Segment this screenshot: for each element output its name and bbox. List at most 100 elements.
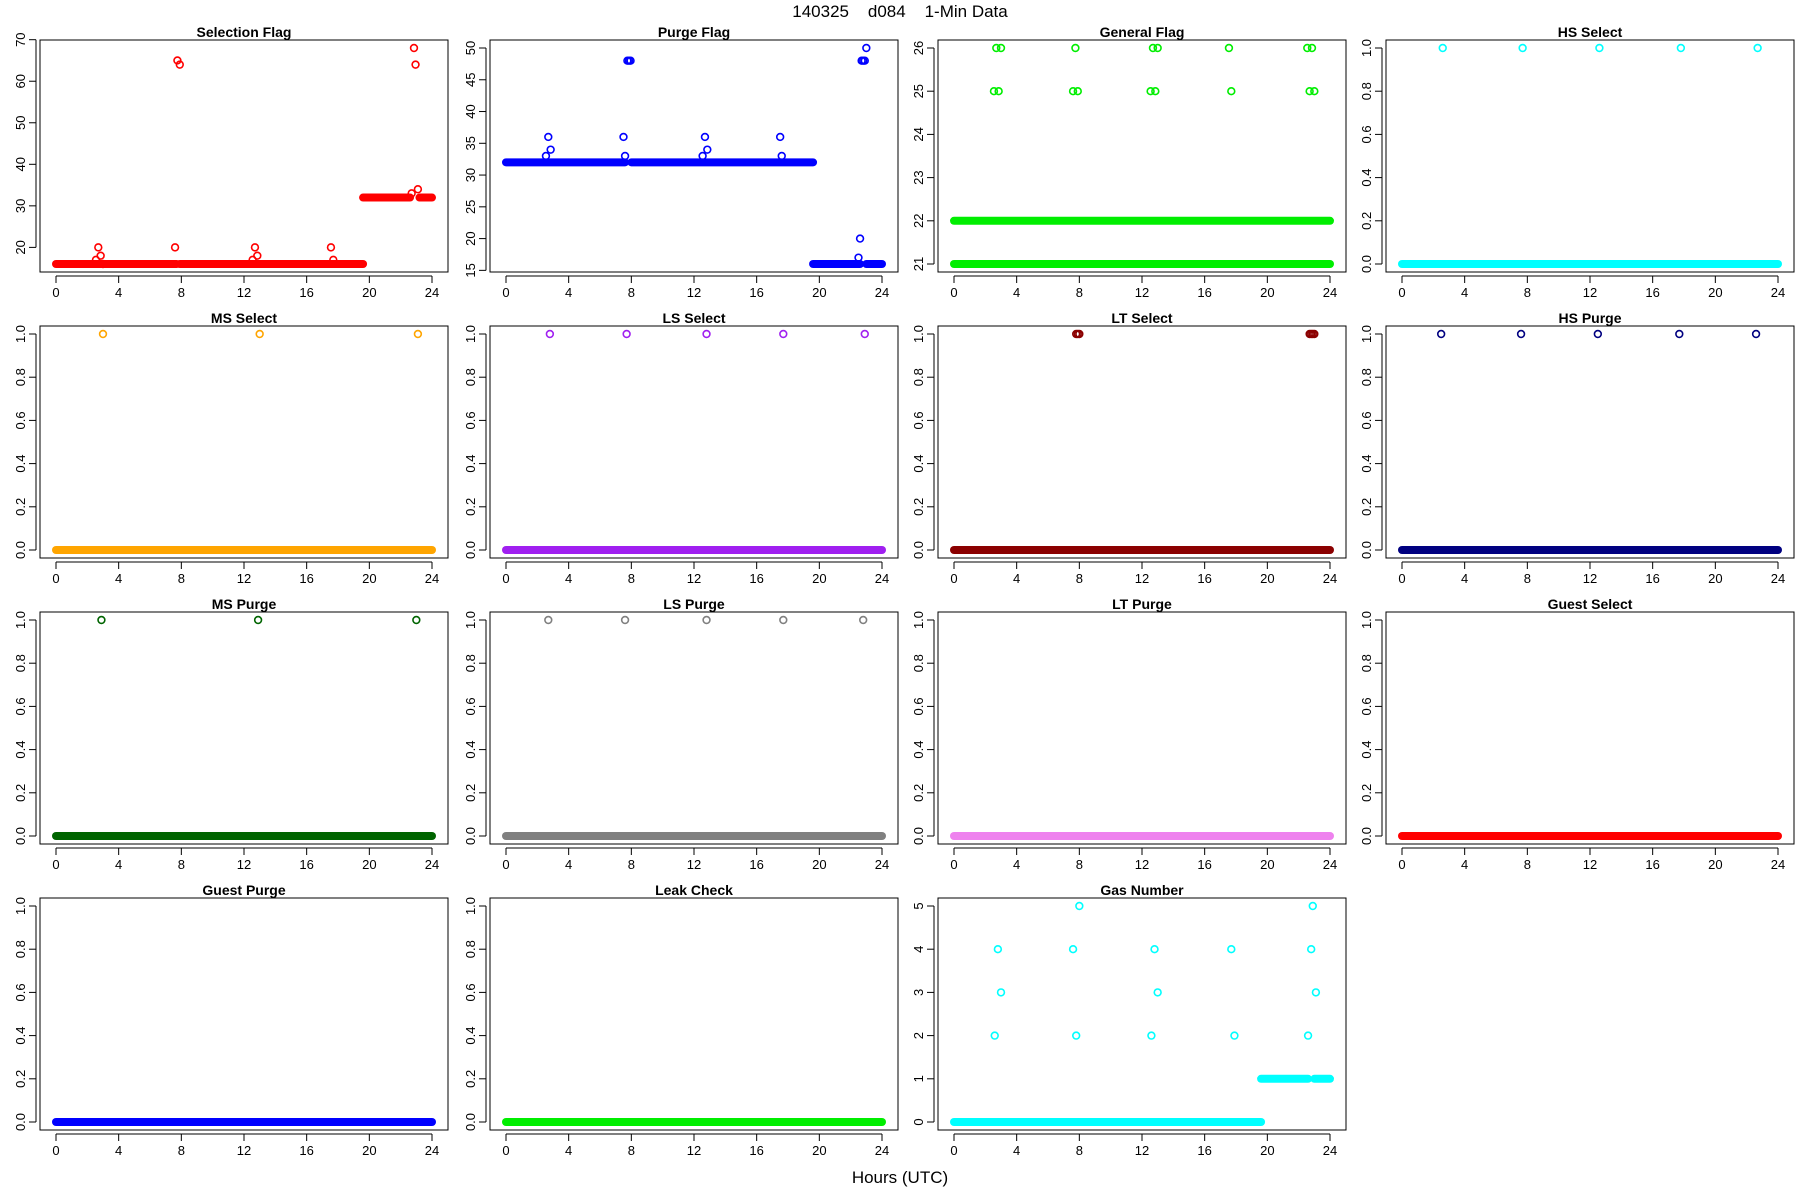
x-tick-label: 20: [362, 285, 376, 300]
y-tick-label: 1.0: [463, 325, 478, 343]
y-tick-label: 0.2: [1359, 498, 1374, 516]
data-point: [175, 60, 184, 69]
data-point: [544, 132, 553, 142]
y-tick-label: 0.8: [13, 654, 28, 672]
data-point: [620, 615, 630, 625]
x-tick-label: 4: [115, 285, 122, 300]
panel-11: Guest Select 0 4 8 12 16 20 24 0.0 0.2 0.4 0.6 0.8 1.…: [1359, 596, 1795, 872]
x-tick-label: 24: [1323, 1143, 1337, 1158]
y-tick-label: 0.6: [463, 411, 478, 429]
x-tick-label: 4: [1461, 857, 1468, 872]
y-tick-label: 1: [911, 1075, 926, 1082]
data-point: [541, 151, 551, 161]
y-tick-label: 0.6: [911, 697, 926, 715]
data-point: [779, 329, 788, 339]
x-tick-label: 16: [299, 1143, 313, 1158]
x-tick-label: 24: [1771, 857, 1785, 872]
x-tick-label: 8: [1076, 1143, 1083, 1158]
data-point: [993, 944, 1003, 954]
x-tick-label: 24: [425, 1143, 439, 1158]
plot-frame: [489, 39, 899, 273]
x-tick-label: 12: [687, 857, 701, 872]
data-point: [250, 243, 260, 252]
x-tick-label: 12: [1135, 1143, 1149, 1158]
x-tick-label: 12: [687, 285, 701, 300]
x-tick-label: 8: [1076, 285, 1083, 300]
x-tick-label: 0: [502, 857, 509, 872]
x-tick-label: 16: [299, 571, 313, 586]
data-point: [1146, 86, 1155, 96]
x-tick-label: 8: [178, 571, 185, 586]
y-tick-label: 1.0: [911, 611, 926, 629]
data-point: [326, 243, 336, 252]
x-tick-label: 16: [1645, 285, 1659, 300]
plot-frame: [937, 611, 1347, 845]
y-tick-label: 0.8: [1359, 654, 1374, 672]
x-tick-label: 4: [1013, 285, 1020, 300]
plot-frame: [937, 39, 1347, 273]
x-tick-label: 12: [1583, 571, 1597, 586]
data-point: [1068, 86, 1078, 96]
y-tick-label: 0.2: [911, 498, 926, 516]
y-tick-label: 0.8: [463, 654, 478, 672]
data-point: [1308, 901, 1317, 911]
x-tick-label: 24: [875, 571, 889, 586]
panel-1: Purge Flag 0 4 8 12 16 20 24 15 20 25 30 35 40 45 50: [463, 24, 899, 300]
y-tick-label: 1.0: [463, 897, 478, 915]
x-tick-label: 12: [237, 1143, 251, 1158]
x-tick-label: 12: [237, 285, 251, 300]
x-tick-label: 8: [628, 571, 635, 586]
x-tick-label: 8: [178, 857, 185, 872]
y-tick-label: 20: [463, 231, 478, 245]
x-tick-label: 4: [565, 857, 572, 872]
x-tick-label: 4: [115, 571, 122, 586]
y-tick-label: 60: [13, 74, 28, 88]
y-tick-label: 1.0: [911, 325, 926, 343]
y-tick-label: 0.4: [463, 455, 478, 473]
data-point: [619, 132, 628, 142]
y-tick-label: 0.2: [13, 784, 28, 802]
y-tick-label: 0.0: [463, 541, 478, 559]
y-tick-label: 0.0: [1359, 255, 1374, 273]
data-point: [1151, 86, 1160, 96]
y-tick-label: 45: [463, 73, 478, 87]
panel-2: General Flag 0 4 8 12 16 20 24 21 22 23 24 25 26: [911, 24, 1347, 300]
x-tick-label: 24: [1323, 285, 1337, 300]
y-tick-label: 0.2: [13, 1070, 28, 1088]
x-tick-label: 8: [178, 285, 185, 300]
panel-title: Guest Select: [1548, 596, 1633, 612]
x-tick-label: 0: [1398, 857, 1405, 872]
x-tick-label: 20: [1708, 285, 1722, 300]
plot-frame: [1385, 39, 1795, 273]
x-tick-label: 16: [299, 285, 313, 300]
x-tick-label: 0: [1398, 285, 1405, 300]
y-tick-label: 0.4: [463, 1027, 478, 1045]
x-tick-label: 8: [1076, 857, 1083, 872]
x-tick-label: 24: [875, 1143, 889, 1158]
data-point: [412, 615, 421, 625]
y-tick-label: 70: [13, 32, 28, 46]
y-tick-label: 0.2: [1359, 212, 1374, 230]
y-tick-label: 0.6: [1359, 697, 1374, 715]
plot-frame: [937, 897, 1347, 1131]
panel-title: Gas Number: [1100, 882, 1184, 898]
x-tick-label: 20: [1708, 571, 1722, 586]
panel-6: LT Select 0 4 8 12 16 20 24 0.0 0.2 0.4 0.6 0.8 1.0: [911, 310, 1347, 586]
data-point: [413, 185, 423, 194]
x-tick-label: 20: [362, 1143, 376, 1158]
x-tick-label: 8: [628, 285, 635, 300]
panel-title: General Flag: [1100, 24, 1185, 40]
data-point: [1303, 43, 1312, 53]
x-tick-label: 8: [1076, 571, 1083, 586]
y-tick-label: 40: [463, 104, 478, 118]
y-tick-label: 0.0: [1359, 827, 1374, 845]
x-tick-label: 20: [1260, 857, 1274, 872]
x-tick-label: 0: [1398, 571, 1405, 586]
panel-13: Leak Check 0 4 8 12 16 20 24 0.0 0.2 0.4 0.6 0.8 1.0: [463, 882, 899, 1158]
panel-title: LT Select: [1111, 310, 1173, 326]
x-tick-label: 0: [52, 857, 59, 872]
y-tick-label: 25: [463, 200, 478, 214]
data-point: [1436, 329, 1446, 339]
x-tick-label: 0: [52, 571, 59, 586]
data-point: [98, 259, 108, 269]
